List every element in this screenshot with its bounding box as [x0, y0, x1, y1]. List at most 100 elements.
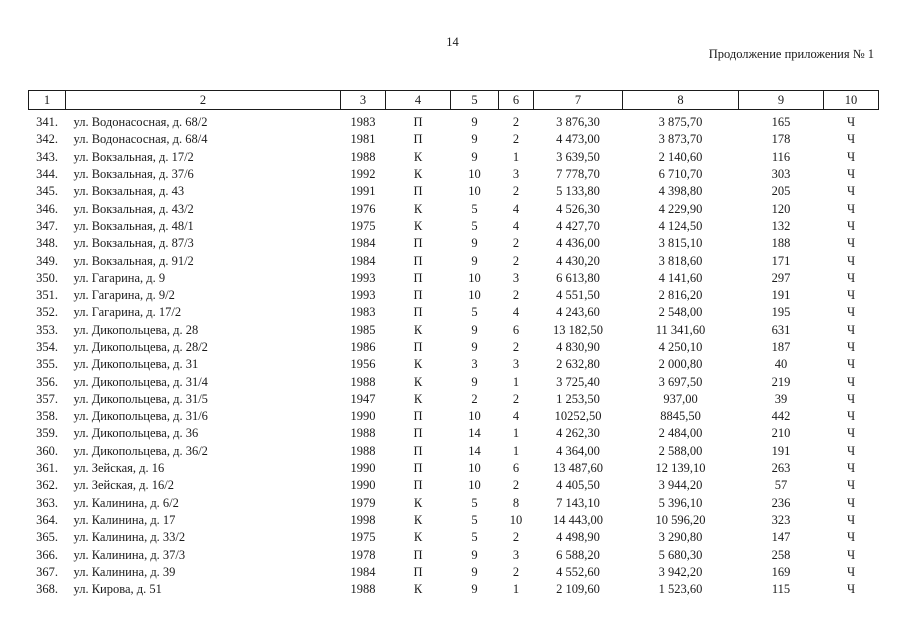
data-table: 1 2 3 4 5 6 7 8 9 10 341. ул. Водонасосная, д. 68/… [28, 90, 879, 598]
table-cell: ул. Гагарина, д. 9/2 [73, 288, 175, 303]
table-cell: 4 364,00 [556, 443, 600, 458]
table-cell: 1990 [350, 409, 376, 424]
table-cell: 4 243,60 [556, 305, 600, 320]
table-cell: Ч [846, 305, 856, 320]
table-cell: ул. Гагарина, д. 17/2 [73, 305, 182, 320]
table-cell: 6 [512, 461, 520, 476]
table-cell: 191 [771, 443, 791, 458]
table-cell: 5 [471, 305, 478, 320]
table-cell: ул. Калинина, д. 6/2 [73, 495, 179, 510]
table-cell: 1984 [350, 253, 376, 268]
table-cell: 3 [512, 547, 520, 562]
table-cell: 1991 [350, 184, 376, 199]
table-cell: 4 229,90 [658, 201, 703, 216]
table-cell: ул. Водонасосная, д. 68/2 [73, 115, 208, 130]
table-row: 349. ул. Вокзальная, д. 91/2 1984 П 9 2 4 430,… [29, 252, 879, 269]
table-cell: 5 [471, 218, 478, 233]
table-cell: Ч [846, 288, 856, 303]
table-cell: П [413, 478, 423, 493]
column-header: 7 [533, 90, 623, 110]
table-cell: 361. [36, 461, 58, 476]
table-cell: 3 [512, 357, 520, 372]
table-cell: 10 [468, 184, 481, 199]
table-row: 343. ул. Вокзальная, д. 17/2 1988 К 9 1 3 639,… [29, 149, 879, 166]
table-cell: ул. Вокзальная, д. 48/1 [73, 218, 194, 233]
table-cell: ул. Зейская, д. 16/2 [73, 478, 175, 493]
table-cell: 352. [36, 305, 58, 320]
table-cell: 1981 [350, 132, 376, 147]
table-cell: Ч [846, 374, 856, 389]
table-cell: 6 613,80 [556, 270, 600, 285]
table-cell: 191 [771, 288, 791, 303]
table-cell: 3 697,50 [658, 374, 703, 389]
table-cell: Ч [846, 495, 856, 510]
table-cell: 178 [771, 132, 791, 147]
table-cell: 359. [36, 426, 58, 441]
table-row: 366. ул. Калинина, д. 37/3 1978 П 9 3 6 588,20… [29, 546, 879, 563]
table-cell: ул. Вокзальная, д. 43/2 [73, 201, 194, 216]
table-cell: Ч [846, 357, 856, 372]
table-cell: 1992 [350, 167, 376, 182]
table-cell: 297 [771, 270, 791, 285]
table-cell: ул. Калинина, д. 33/2 [73, 530, 186, 545]
table-cell: П [413, 443, 423, 458]
table-cell: 2 [512, 478, 520, 493]
table-row: 365. ул. Калинина, д. 33/2 1975 К 5 2 4 498,90… [29, 529, 879, 546]
table-cell: 14 443,00 [553, 512, 603, 527]
table-cell: 6 710,70 [658, 167, 703, 182]
table-cell: 5 396,10 [658, 495, 703, 510]
table-cell: 1 [512, 374, 520, 389]
table-row: 348. ул. Вокзальная, д. 87/3 1984 П 9 2 4 436,… [29, 235, 879, 252]
table-cell: ул. Вокзальная, д. 17/2 [73, 149, 194, 164]
table-cell: 4 [512, 409, 520, 424]
table-cell: 9 [471, 253, 478, 268]
table-cell: 631 [771, 322, 791, 337]
table-cell: ул. Вокзальная, д. 87/3 [73, 236, 194, 251]
table-cell: Ч [846, 270, 856, 285]
table-cell: 1947 [350, 391, 376, 406]
table-cell: 344. [36, 167, 58, 182]
table-cell: 363. [36, 495, 58, 510]
table-cell: 7 143,10 [556, 495, 600, 510]
column-header: 8 [622, 90, 739, 110]
table-cell: 6 [512, 322, 520, 337]
table-row: 350. ул. Гагарина, д. 9 1993 П 10 3 6 613,80 4 … [29, 270, 879, 287]
table-cell: 2 816,20 [658, 288, 703, 303]
table-cell: ул. Калинина, д. 17 [73, 512, 176, 527]
table-cell: 2 [512, 184, 520, 199]
table-cell: К [413, 357, 423, 372]
table-cell: П [413, 305, 423, 320]
table-cell: К [413, 512, 423, 527]
table-cell: 120 [771, 201, 791, 216]
table-cell: 5 133,80 [556, 184, 600, 199]
table-cell: ул. Дикопольцева, д. 36/2 [73, 443, 208, 458]
table-cell: 1 [512, 582, 520, 597]
table-cell: 115 [771, 582, 791, 597]
table-cell: 4 [512, 218, 520, 233]
table-cell: 1990 [350, 461, 376, 476]
table-cell: 1983 [350, 115, 376, 130]
table-cell: 14 [468, 426, 481, 441]
table-cell: 12 139,10 [655, 461, 706, 476]
table-cell: 3 815,10 [658, 236, 703, 251]
table-cell: Ч [846, 478, 856, 493]
table-cell: 11 341,60 [655, 322, 706, 337]
table-cell: 9 [471, 132, 478, 147]
table-cell: 236 [771, 495, 791, 510]
table-row: 368. ул. Кирова, д. 51 1988 К 9 1 2 109,60 1 52… [29, 581, 879, 598]
table-cell: ул. Калинина, д. 37/3 [73, 547, 186, 562]
table-cell: 4 498,90 [556, 530, 600, 545]
table-cell: 13 487,60 [553, 461, 603, 476]
table-cell: 116 [771, 149, 791, 164]
table-cell: 263 [771, 461, 791, 476]
table-cell: 4 398,80 [658, 184, 703, 199]
table-cell: 7 778,70 [556, 167, 600, 182]
table-cell: 1988 [350, 374, 376, 389]
table-cell: 323 [771, 512, 791, 527]
table-row: 352. ул. Гагарина, д. 17/2 1983 П 5 4 4 243,60… [29, 304, 879, 321]
table-cell: 258 [771, 547, 791, 562]
table-cell: 1998 [350, 512, 376, 527]
table-cell: П [413, 564, 423, 579]
table-cell: 1986 [350, 340, 376, 354]
table-cell: К [413, 149, 423, 164]
